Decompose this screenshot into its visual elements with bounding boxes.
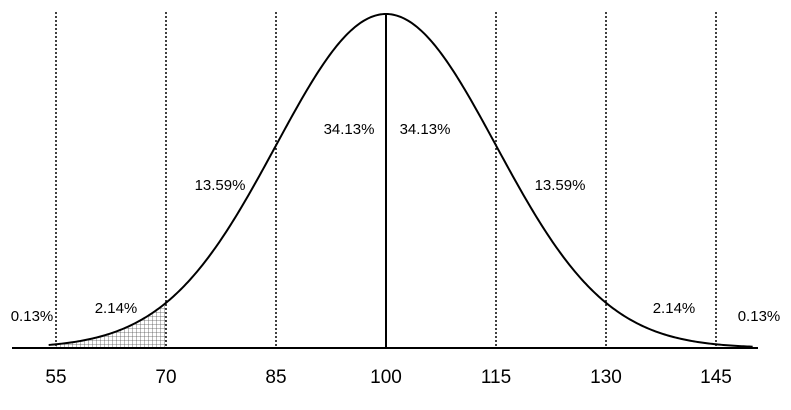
shaded-tail-layer <box>56 302 166 348</box>
x-tick-label: 85 <box>265 367 286 388</box>
region-percent-label: 2.14% <box>653 300 696 317</box>
region-percent-label: 34.13% <box>324 121 375 138</box>
labels-layer: 55 70 85 100 115 130 145 0.13% 2.14% 13.59% 34.13%… <box>11 121 781 388</box>
region-percent-label: 2.14% <box>95 300 138 317</box>
region-percent-label: 13.59% <box>535 177 586 194</box>
x-tick-label: 130 <box>590 367 622 388</box>
x-tick-label: 70 <box>155 367 176 388</box>
region-percent-label: 0.13% <box>11 308 54 325</box>
x-tick-label: 100 <box>370 367 402 388</box>
bell-curve <box>48 12 753 348</box>
boundary-lines-layer <box>55 12 717 348</box>
shaded-tail-region <box>56 302 166 348</box>
region-percent-label: 0.13% <box>738 308 781 325</box>
x-tick-label: 145 <box>700 367 732 388</box>
region-percent-label: 13.59% <box>195 177 246 194</box>
region-percent-label: 34.13% <box>400 121 451 138</box>
x-tick-label: 55 <box>45 367 66 388</box>
x-tick-label: 115 <box>481 367 511 388</box>
